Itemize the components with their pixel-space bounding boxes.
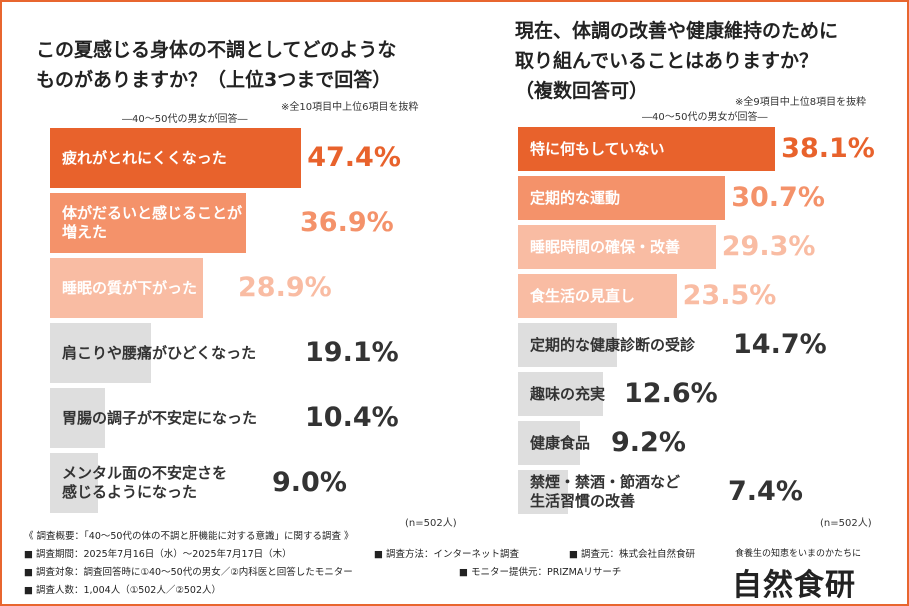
left-bar-6 [50,453,98,513]
survey-method: ■ 調査方法：インターネット調査 [374,549,519,560]
survey-period: ■ 調査期間：2025年7月16日（水）～2025年7月17日（木） [24,549,292,560]
left-value-label-2: 36.9% [300,207,394,238]
survey-organizer: ■ 調査元：株式会社自然食研 [569,549,695,560]
left-value-label-1: 47.4% [307,142,401,173]
right-value-label-1: 38.1% [781,133,875,164]
right-value-label-6: 12.6% [624,378,718,409]
right-bar-1 [518,127,776,171]
right-value-label-8: 7.4% [728,476,803,507]
right-bar-2 [518,176,726,220]
brand-logo: 自然食研 [732,568,856,603]
logo-tagline: 食養生の知恵をいまのかたちに [735,549,862,559]
left-bar-5 [50,388,106,448]
right-bar-label-3: 睡眠時間の確保・改善 [530,237,681,256]
left-value-label-6: 9.0% [272,467,347,498]
left-chart-subtitle: ―40～50代の男女が回答― [122,114,248,125]
right-bar-8 [518,470,568,514]
right-chart-note: ※全9項目中上位8項目を抜粋 [735,97,867,108]
left-bar-label-1: 疲れがとれにくくなった [62,148,227,167]
right-chart-title: 現在、体調の改善や健康維持のために 取り組んでいることはありますか？ （複数回答… [515,20,839,102]
right-bar-label-4: 食生活の見直し [530,286,636,305]
right-bar-4 [518,274,677,318]
right-value-label-5: 14.7% [733,329,827,360]
right-value-label-2: 30.7% [731,182,825,213]
left-bar-label-2: 体がだるいと感じることが 増えた [62,204,243,241]
left-bar-4 [50,323,152,383]
left-bar-1 [50,128,302,188]
right-bar-label-5: 定期的な健康診断の受診 [530,335,696,354]
survey-target: ■ 調査対象：調査回答時に①40～50代の男女／②内科医と回答したモニター [24,567,353,578]
survey-provider: ■ モニター提供元：PRIZMAリサーチ [459,567,622,578]
right-bar-label-8: 禁煙・禁酒・節酒など 生活習慣の改善 [530,473,681,510]
survey-title: 《 調査概要：「40～50代の体の不調と肝機能に対する意識」に関する調査 》 [24,531,354,542]
left-bar-label-4: 肩こりや腰痛がひどくなった [62,343,257,362]
left-bar-label-5: 胃腸の調子が不安定になった [62,408,258,427]
right-bar-label-6: 趣味の充実 [530,384,606,403]
left-value-label-3: 28.9% [238,272,332,303]
right-bar-label-1: 特に何もしていない [530,139,665,158]
right-bar-3 [518,225,716,269]
right-value-label-7: 9.2% [611,427,686,458]
right-chart-subtitle: ―40～50代の男女が回答― [642,112,768,123]
left-value-label-4: 19.1% [305,337,399,368]
right-sample-size: (n=502人) [820,518,872,529]
survey-count: ■ 調査人数：1,004人（①502人／②502人） [24,585,221,596]
left-value-label-5: 10.4% [305,402,399,433]
right-bar-7 [518,421,581,465]
right-bar-label-7: 健康食品 [530,433,591,452]
left-bar-label-3: 睡眠の質が下がった [62,278,198,297]
left-bar-label-6: メンタル面の不安定さを 感じるようになった [62,464,228,501]
left-sample-size: (n=502人) [405,518,457,529]
right-bar-6 [518,372,604,416]
right-value-label-4: 23.5% [682,280,777,311]
right-value-label-3: 29.3% [721,231,816,262]
left-bar-2 [50,193,246,253]
right-bar-label-2: 定期的な運動 [530,188,621,207]
left-bar-3 [50,258,204,318]
left-chart-note: ※全10項目中上位6項目を抜粋 [281,102,419,113]
right-bar-5 [518,323,618,367]
left-chart-title: この夏感じる身体の不調としてどのような ものがありますか？（上位3つまで回答） [36,39,397,91]
